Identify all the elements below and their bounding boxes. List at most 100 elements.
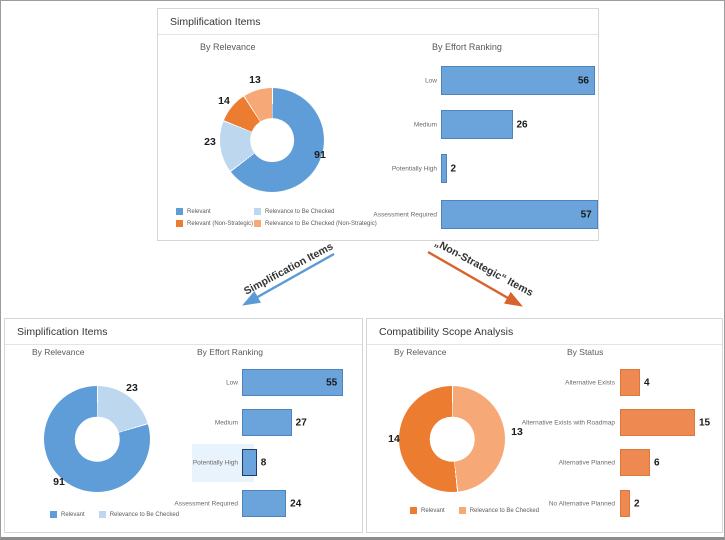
bar-row-medium: Medium 26 xyxy=(338,110,594,139)
bar-alternative-planned[interactable]: 6 xyxy=(620,449,660,476)
bar-potentially-high[interactable]: 2 xyxy=(441,154,456,183)
bar-category-label: Medium xyxy=(214,419,238,426)
relevance-legend: Relevant Relevance to Be Checked xyxy=(410,507,539,514)
chart-title-by-status: By Status xyxy=(567,347,604,357)
chart-title-by-effort-ranking: By Effort Ranking xyxy=(197,347,263,357)
donut-value-relevant: 14 xyxy=(388,433,400,445)
donut-value-relevance-to-be-checked: 23 xyxy=(204,136,216,148)
legend-swatch xyxy=(50,511,57,518)
legend-swatch xyxy=(98,511,106,518)
bar-value: 26 xyxy=(516,119,528,130)
panel-header: Compatibility Scope Analysis xyxy=(367,319,722,345)
bar-category-label: Assessment Required xyxy=(174,500,238,507)
bar-row-medium: Medium 27 xyxy=(155,409,358,436)
bar-row-assessment-required: Assessment Required 57 xyxy=(338,200,598,229)
donut-hole xyxy=(429,416,475,462)
bar-row-potentially-high: Potentially High 2 xyxy=(338,154,594,183)
panel-title: Compatibility Scope Analysis xyxy=(379,325,514,338)
bar-potentially-high-selected[interactable]: 8 xyxy=(242,449,266,476)
bar-row-low: Low 55 xyxy=(155,369,358,396)
panel-simplification-items-bottom: Simplification Items By Relevance By Eff… xyxy=(4,318,363,533)
bar-value: 57 xyxy=(580,209,592,220)
bar-value: 24 xyxy=(290,498,302,509)
left-arrow-label: Simplification Items xyxy=(241,240,336,298)
legend-swatch xyxy=(254,208,261,215)
legend-item-relevant-non-strategic[interactable]: Relevant (Non-Strategic) xyxy=(176,220,254,227)
legend-swatch xyxy=(254,220,261,227)
bar-row-low: Low 56 xyxy=(338,66,595,95)
panel-title: Simplification Items xyxy=(17,325,108,338)
donut-value-rtbc-non-strategic: 13 xyxy=(249,74,261,86)
donut-by-relevance[interactable] xyxy=(220,88,324,192)
bar-row-potentially-high-selected: Potentially High 8 xyxy=(155,449,358,476)
left-flow-arrow xyxy=(242,252,335,306)
panel-header: Simplification Items xyxy=(158,9,598,35)
bar-row-no-alternative-planned: No Alternative Planned 2 xyxy=(487,490,718,517)
legend-item-relevant[interactable]: Relevant xyxy=(50,511,85,518)
bar-low[interactable]: 56 xyxy=(441,66,595,95)
bar-row-alternative-exists-with-roadmap: Alternative Exists with Roadmap 15 xyxy=(487,409,718,436)
donut-value-relevant: 91 xyxy=(314,149,326,161)
bar-category-label: Low xyxy=(425,77,437,84)
relevance-legend: Relevant Relevance to Be Checked xyxy=(50,511,179,518)
bar-row-alternative-planned: Alternative Planned 6 xyxy=(487,449,718,476)
donut-value-relevant-non-strategic: 14 xyxy=(218,95,230,107)
chart-title-by-relevance: By Relevance xyxy=(32,347,85,357)
right-arrow-label: „Non-Strategic“ Items xyxy=(432,236,536,300)
panel-title: Simplification Items xyxy=(170,15,261,28)
bar-value: 2 xyxy=(634,498,640,509)
chart-title-by-effort-ranking: By Effort Ranking xyxy=(432,42,502,52)
legend-item-relevance-to-be-checked[interactable]: Relevance to Be Checked xyxy=(254,208,377,215)
bar-medium[interactable]: 26 xyxy=(441,110,528,139)
donut-value-relevance-to-be-checked: 23 xyxy=(126,382,138,394)
bar-alternative-exists-with-roadmap[interactable]: 15 xyxy=(620,409,710,436)
right-flow-arrow xyxy=(427,250,523,307)
legend-swatch xyxy=(176,220,183,227)
legend-item-relevance-to-be-checked[interactable]: Relevance to Be Checked xyxy=(458,507,539,514)
chart-title-by-relevance: By Relevance xyxy=(200,42,256,52)
bar-value: 56 xyxy=(577,75,589,86)
bar-value: 55 xyxy=(326,377,338,388)
bar-category-label: Alternative Exists xyxy=(565,379,615,386)
panel-compatibility-scope-analysis: Compatibility Scope Analysis By Relevanc… xyxy=(366,318,723,533)
bar-category-label: Medium xyxy=(413,121,437,128)
bar-assessment-required[interactable]: 24 xyxy=(242,490,301,517)
relevance-legend: Relevant Relevance to Be Checked Relevan… xyxy=(176,208,377,227)
bar-category-label: Assessment Required xyxy=(373,211,437,218)
chart-title-by-relevance: By Relevance xyxy=(394,347,447,357)
panel-header: Simplification Items xyxy=(5,319,362,345)
bar-no-alternative-planned[interactable]: 2 xyxy=(620,490,640,517)
bar-category-label: Potentially High xyxy=(192,459,238,466)
bar-category-label: Alternative Planned xyxy=(558,459,615,466)
legend-item-relevant[interactable]: Relevant xyxy=(176,208,254,215)
bar-value: 4 xyxy=(644,377,650,388)
legend-swatch xyxy=(410,507,417,514)
legend-swatch xyxy=(458,507,466,514)
donut-hole xyxy=(74,416,120,462)
donut-value-relevance-to-be-checked: 13 xyxy=(511,426,523,438)
panel-simplification-items-top: Simplification Items By Relevance By Eff… xyxy=(157,8,599,241)
donut-by-relevance[interactable] xyxy=(399,386,505,492)
bar-value: 15 xyxy=(699,417,711,428)
legend-item-relevant[interactable]: Relevant xyxy=(410,507,445,514)
bar-category-label: Alternative Exists with Roadmap xyxy=(521,419,615,426)
legend-item-rtbc-non-strategic[interactable]: Relevance to Be Checked (Non-Strategic) xyxy=(254,220,377,227)
bar-value: 8 xyxy=(260,457,267,468)
bar-value: 2 xyxy=(450,163,457,174)
donut-hole xyxy=(250,118,294,162)
bar-value: 6 xyxy=(654,457,660,468)
donut-by-relevance[interactable] xyxy=(44,386,150,492)
bar-low[interactable]: 55 xyxy=(242,369,344,396)
bar-category-label: Low xyxy=(226,379,238,386)
legend-item-relevance-to-be-checked[interactable]: Relevance to Be Checked xyxy=(98,511,179,518)
bar-medium[interactable]: 27 xyxy=(242,409,307,436)
bar-assessment-required[interactable]: 57 xyxy=(441,200,598,229)
bar-category-label: No Alternative Planned xyxy=(548,500,615,507)
bar-alternative-exists[interactable]: 4 xyxy=(620,369,650,396)
bar-row-assessment-required: Assessment Required 24 xyxy=(155,490,358,517)
legend-swatch xyxy=(176,208,183,215)
bar-category-label: Potentially High xyxy=(391,165,437,172)
donut-value-relevant: 91 xyxy=(53,476,65,488)
bar-value: 27 xyxy=(295,417,307,428)
